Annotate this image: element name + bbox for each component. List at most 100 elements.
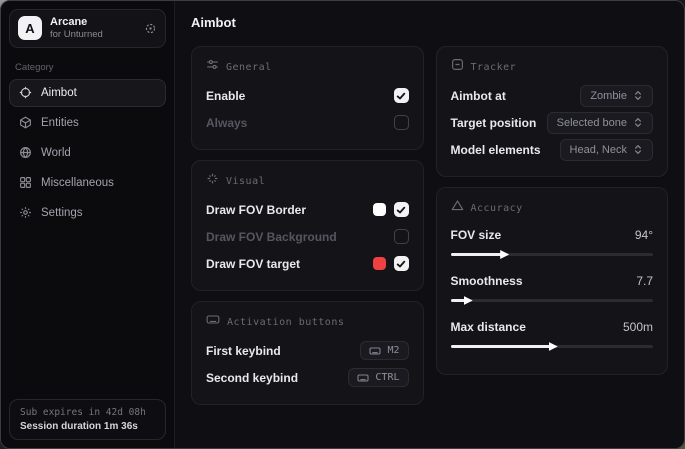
setting-row-model-elements: Model elements Head, Neck: [450, 136, 653, 163]
keybind-value: M2: [387, 345, 400, 356]
sidebar-item-entities[interactable]: Entities: [9, 109, 166, 137]
smoothness-setting: Smoothness 7.7: [450, 269, 653, 306]
always-checkbox[interactable]: [393, 115, 409, 130]
fov-size-setting: FOV size 94°: [450, 223, 653, 260]
tracker-card: Tracker Aimbot at Zombie Target position: [435, 46, 668, 177]
slider-thumb[interactable]: [548, 342, 558, 351]
setting-row-always: Always: [206, 109, 409, 136]
slider-thumb[interactable]: [500, 250, 510, 259]
crosshair-target-icon[interactable]: [144, 22, 157, 35]
setting-label: First keybind: [206, 343, 281, 358]
sidebar-item-label: Aimbot: [41, 86, 77, 99]
model-elements-select[interactable]: Head, Neck: [559, 138, 653, 161]
setting-label: Enable: [206, 88, 246, 103]
box-minus-icon: [451, 58, 464, 76]
sliders-icon: [206, 58, 219, 76]
brand-logo: A: [18, 16, 42, 41]
sub-expiry-text: Sub expires in 42d 08h: [20, 407, 146, 418]
setting-row-fov-border: Draw FOV Border: [206, 196, 409, 223]
first-keybind-button[interactable]: M2: [360, 341, 409, 360]
setting-label: Max distance: [450, 320, 526, 334]
activation-card: Activation buttons First keybind M2 Seco…: [191, 301, 424, 405]
accuracy-card: Accuracy FOV size 94°: [435, 187, 668, 375]
fov-border-checkbox[interactable]: [393, 202, 409, 217]
entities-icon: [19, 116, 32, 129]
slider-value: 94°: [634, 228, 653, 242]
main-content: Aimbot General Enable: [175, 1, 684, 448]
setting-label: Always: [206, 115, 248, 130]
slider-value: 500m: [622, 320, 653, 334]
sparkle-icon: [206, 172, 219, 190]
setting-row-first-keybind: First keybind M2: [206, 337, 409, 364]
fov-background-checkbox[interactable]: [393, 229, 409, 244]
sidebar-item-world[interactable]: World: [9, 139, 166, 167]
setting-row-aimbot-at: Aimbot at Zombie: [450, 82, 653, 109]
keyboard-icon: [369, 346, 381, 356]
brand-title: Arcane: [50, 16, 88, 28]
slider-value: 7.7: [636, 274, 653, 288]
chevrons-up-down-icon: [633, 144, 643, 155]
setting-label: Aimbot at: [450, 88, 506, 103]
slider-track: [450, 253, 653, 256]
select-value: Zombie: [590, 89, 627, 102]
card-title: Accuracy: [470, 202, 523, 214]
aimbot-at-select[interactable]: Zombie: [580, 84, 653, 107]
session-duration-text: Session duration 1m 36s: [20, 421, 138, 432]
chevrons-up-down-icon: [633, 90, 643, 101]
max-distance-setting: Max distance 500m: [450, 315, 653, 352]
sidebar-item-aimbot[interactable]: Aimbot: [9, 78, 166, 107]
card-title: General: [226, 61, 272, 73]
slider-thumb[interactable]: [463, 296, 473, 305]
card-title: Activation buttons: [227, 316, 345, 328]
subscription-card: Sub expires in 42d 08h Session duration …: [9, 399, 166, 440]
setting-label: Second keybind: [206, 370, 299, 385]
keyboard-icon: [206, 313, 220, 331]
sidebar-item-label: Settings: [41, 206, 83, 219]
slider-fill: [450, 345, 552, 348]
setting-row-enable: Enable: [206, 82, 409, 109]
globe-icon: [19, 146, 32, 159]
target-position-select[interactable]: Selected bone: [546, 111, 653, 134]
sidebar-item-label: Miscellaneous: [41, 176, 114, 189]
fov-size-slider[interactable]: [450, 249, 653, 260]
keyboard-icon: [357, 373, 369, 383]
general-card: General Enable Always: [191, 46, 424, 150]
sidebar: A Arcane for Unturned Category Aimbo: [1, 1, 175, 448]
grid-icon: [19, 176, 32, 189]
page-title: Aimbot: [191, 15, 236, 30]
fov-target-checkbox[interactable]: [393, 256, 409, 271]
card-title: Tracker: [470, 61, 517, 73]
max-distance-slider[interactable]: [450, 341, 653, 352]
second-keybind-button[interactable]: CTRL: [348, 368, 409, 387]
select-value: Selected bone: [556, 116, 627, 129]
brand-initial: A: [25, 20, 35, 36]
setting-label: Draw FOV target: [206, 256, 301, 271]
slider-fill: [450, 299, 467, 302]
color-swatch[interactable]: [372, 257, 386, 270]
color-swatch[interactable]: [372, 203, 386, 216]
keybind-value: CTRL: [375, 372, 400, 383]
sidebar-item-miscellaneous[interactable]: Miscellaneous: [9, 169, 166, 197]
setting-row-fov-target: Draw FOV target: [206, 250, 409, 277]
chevrons-up-down-icon: [633, 117, 643, 128]
triangle-icon: [451, 199, 464, 217]
setting-row-target-position: Target position Selected bone: [450, 109, 653, 136]
brand-card: A Arcane for Unturned: [9, 9, 166, 48]
visual-card: Visual Draw FOV Border Draw FOV Backgrou…: [191, 160, 424, 291]
gear-icon: [19, 206, 32, 219]
slider-track: [450, 299, 653, 302]
sidebar-item-label: Entities: [41, 116, 79, 129]
smoothness-slider[interactable]: [450, 295, 653, 306]
setting-row-fov-background: Draw FOV Background: [206, 223, 409, 250]
sidebar-nav: Aimbot Entities World: [9, 78, 166, 227]
enable-checkbox[interactable]: [393, 88, 409, 103]
select-value: Head, Neck: [569, 143, 627, 156]
setting-label: Target position: [450, 115, 537, 130]
crosshair-icon: [19, 86, 32, 99]
setting-label: Draw FOV Background: [206, 229, 337, 244]
sidebar-item-settings[interactable]: Settings: [9, 199, 166, 227]
setting-label: FOV size: [450, 228, 502, 242]
setting-label: Model elements: [450, 142, 541, 157]
sidebar-item-label: World: [41, 146, 71, 159]
